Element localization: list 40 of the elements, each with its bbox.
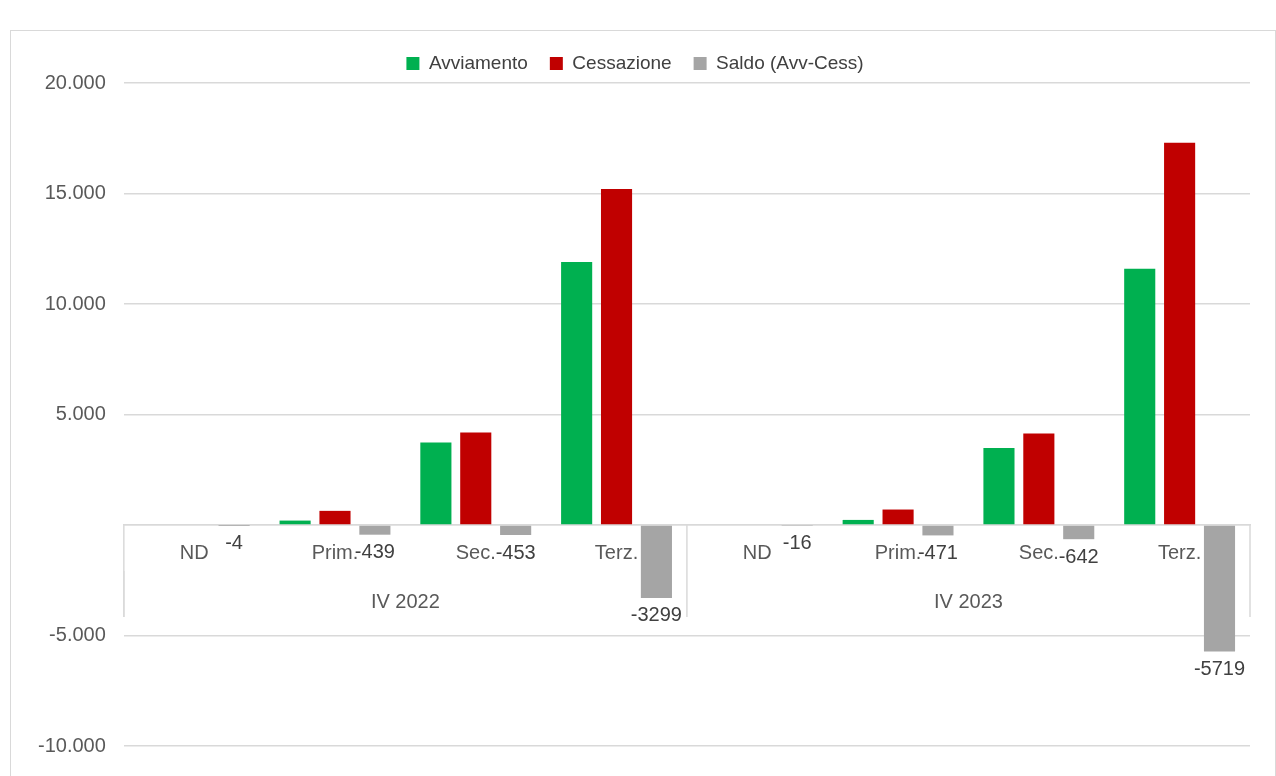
bar: [600, 189, 633, 525]
bar: [1164, 142, 1196, 525]
bar: [882, 509, 914, 525]
legend-label: Avviamento: [428, 51, 528, 73]
annotation: IV 2022: [370, 589, 440, 612]
y-tick-label: 5.000: [55, 402, 106, 425]
x-tick-label: Terz.: [594, 540, 639, 563]
y-tick-label: 20.000: [44, 70, 106, 93]
bar: [1203, 525, 1236, 652]
bar: [983, 448, 1015, 525]
bar: [1023, 433, 1055, 525]
y-tick-label: 15.000: [44, 181, 106, 204]
bar: [500, 525, 532, 536]
bar: [319, 510, 351, 525]
x-tick-label: Terz.: [1157, 540, 1202, 563]
y-tick-label: -5.000: [49, 623, 106, 646]
x-tick-label: Sec.: [1018, 540, 1059, 563]
data-label: -4: [225, 530, 243, 553]
data-label: -642: [1058, 544, 1099, 567]
bar: [922, 525, 954, 536]
x-tick-label: ND: [179, 540, 209, 563]
legend-label: Cessazione: [572, 51, 672, 73]
x-tick-label: Sec.: [455, 540, 496, 563]
data-label: -16: [782, 530, 812, 553]
annotation: IV 2023: [933, 589, 1003, 612]
bar: [842, 519, 874, 525]
bar: [640, 525, 672, 598]
data-label: -5719: [1193, 656, 1246, 679]
y-tick-label: -10.000: [37, 733, 106, 756]
bar: [561, 262, 593, 525]
bar: [420, 442, 452, 525]
y-tick-label: 10.000: [44, 291, 106, 314]
data-label: -3299: [630, 603, 682, 626]
legend-label: Saldo (Avv-Cess): [716, 51, 864, 73]
x-tick-label: ND: [742, 540, 772, 563]
bar: [460, 432, 492, 525]
bar: [359, 525, 391, 535]
data-label: -453: [495, 540, 536, 563]
bar: [1124, 268, 1156, 525]
bar: [1063, 525, 1095, 540]
